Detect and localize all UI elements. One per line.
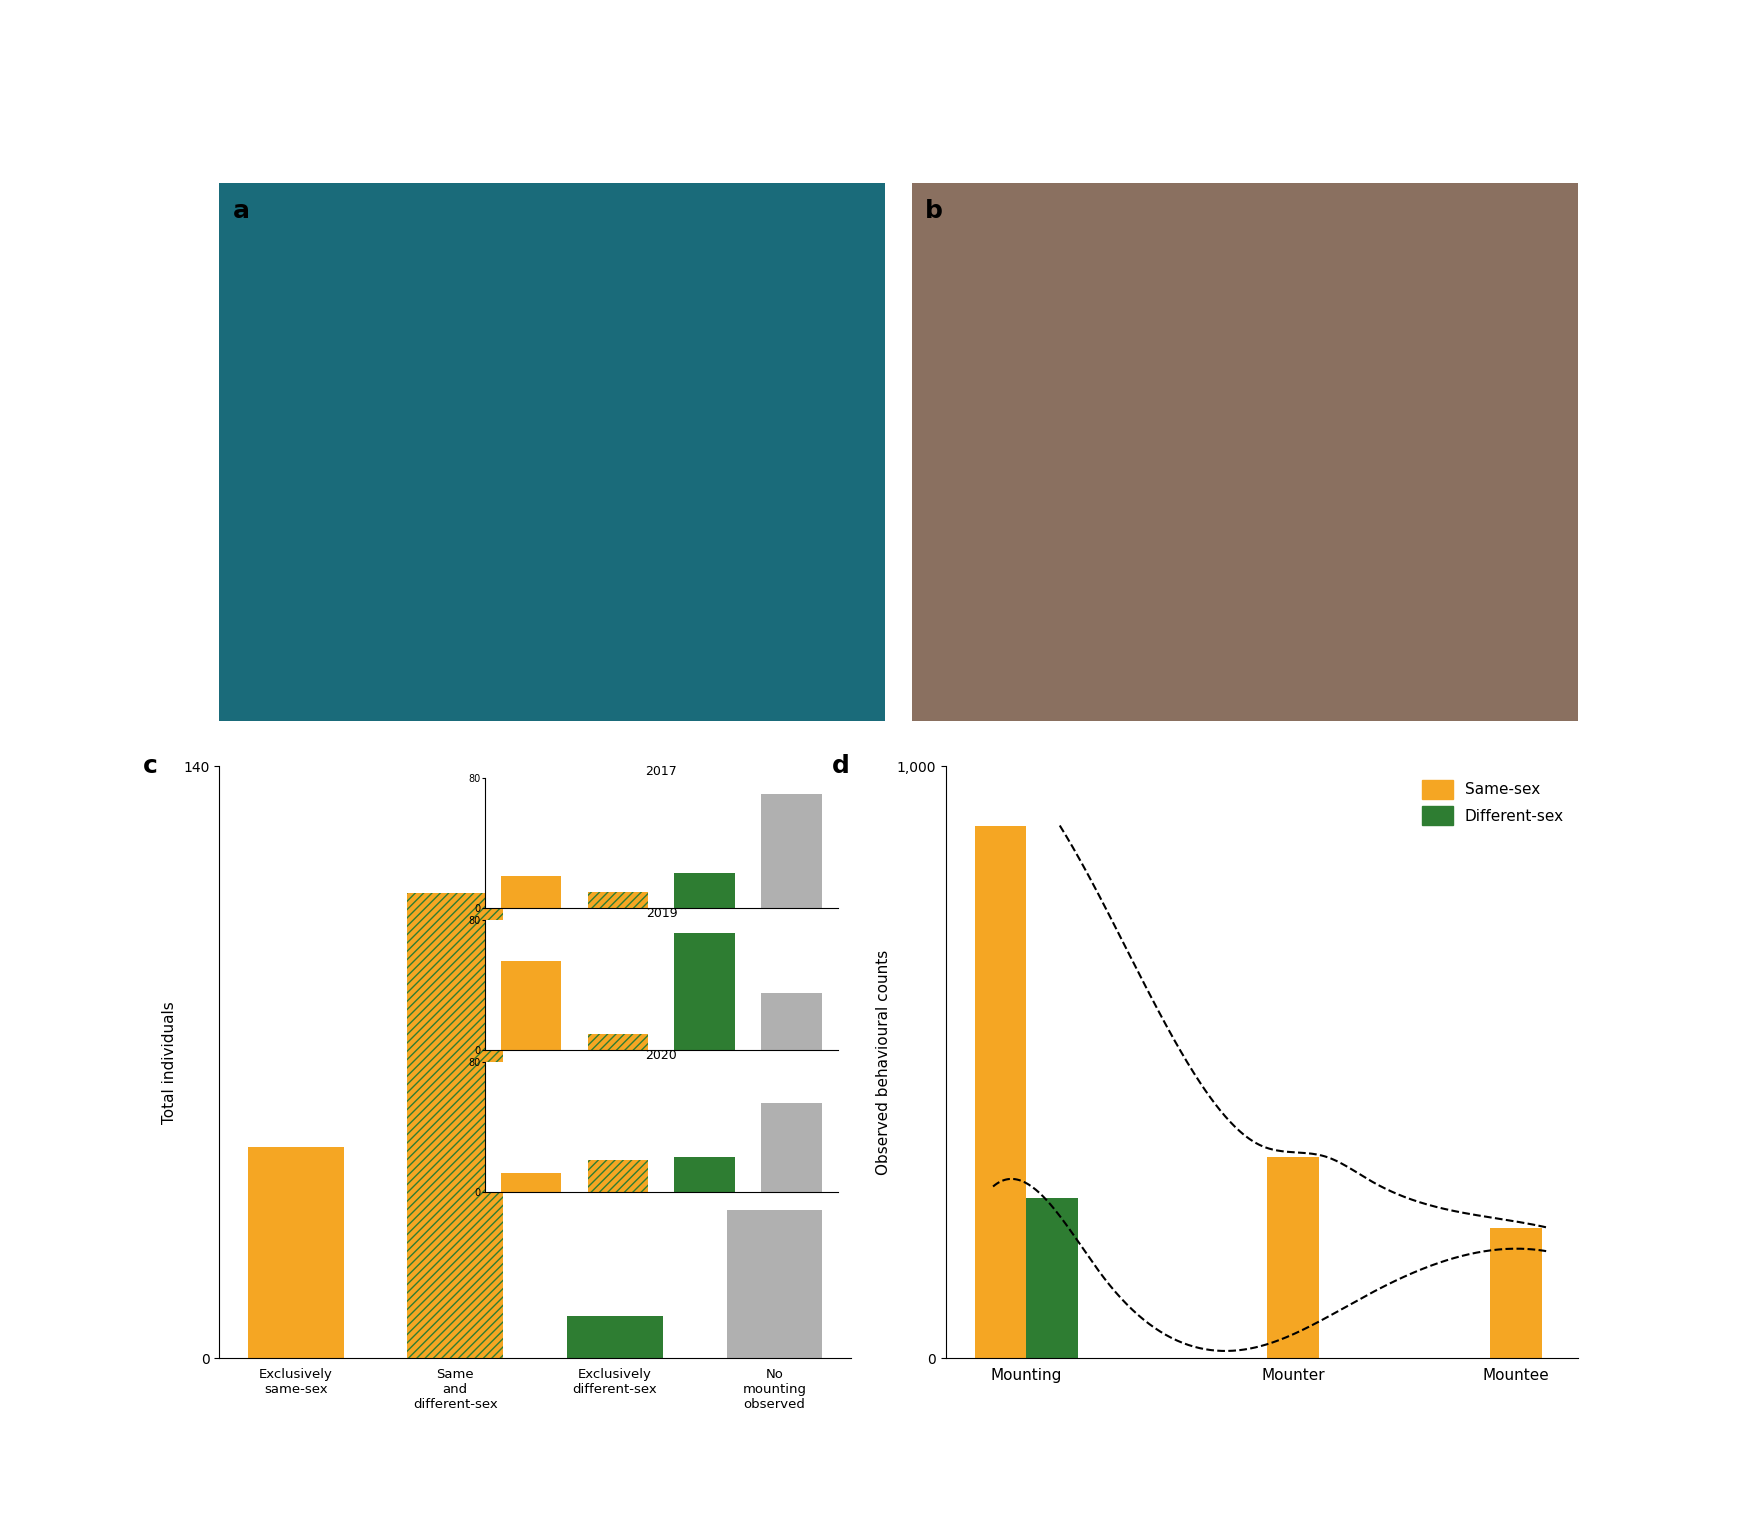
Bar [1490, 1228, 1541, 1358]
Text: d: d [833, 754, 850, 778]
Bar [407, 893, 503, 1358]
Text: b: b [926, 200, 943, 223]
Bar [1027, 1198, 1078, 1358]
Bar [247, 1146, 344, 1358]
Text: c: c [144, 754, 158, 778]
Bar [726, 1210, 822, 1358]
Text: a: a [233, 200, 249, 223]
Y-axis label: Observed behavioural counts: Observed behavioural counts [876, 949, 891, 1175]
Bar [566, 1315, 663, 1358]
Legend: Same-sex, Different-sex: Same-sex, Different-sex [1416, 774, 1571, 832]
Bar [407, 893, 503, 1358]
Bar [1267, 1157, 1320, 1358]
Y-axis label: Total individuals: Total individuals [163, 1001, 177, 1123]
Bar [975, 826, 1027, 1358]
